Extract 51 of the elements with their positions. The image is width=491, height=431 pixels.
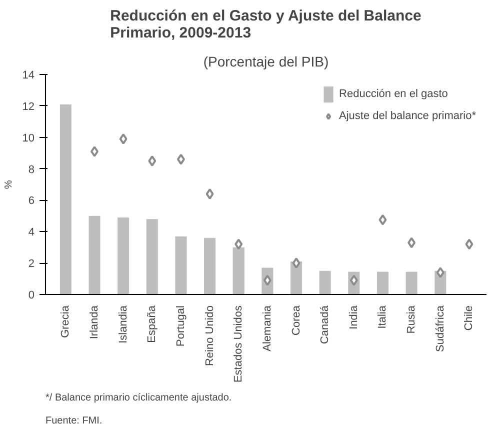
- x-tick-label: India: [348, 304, 360, 330]
- point: [378, 214, 387, 226]
- point: [206, 188, 214, 200]
- x-tick-label: Sudáfrica: [434, 304, 446, 352]
- x-tick-label: Reino Unido: [204, 305, 216, 366]
- bar: [232, 247, 244, 294]
- point: [176, 154, 185, 165]
- bar: [319, 270, 331, 294]
- point: [408, 237, 416, 248]
- x-tick-label: España: [146, 304, 158, 343]
- x-tick-label: Italia: [376, 304, 389, 329]
- x-tick-label: Portugal: [174, 305, 187, 346]
- x-tick-label: Rusia: [406, 304, 418, 334]
- x-tick-label: Alemania: [261, 304, 274, 352]
- y-tick-label: 2: [28, 258, 35, 270]
- y-tick-label: 8: [28, 164, 35, 176]
- x-tick-label: Estados Unidos: [232, 305, 245, 383]
- bar: [406, 272, 418, 294]
- y-tick-label: 0: [28, 290, 35, 302]
- x-tick-label: Canadá: [319, 304, 332, 344]
- bar: [204, 238, 216, 294]
- point: [119, 133, 128, 144]
- y-tick-label: 6: [28, 195, 35, 208]
- y-axis-title: %: [3, 180, 14, 189]
- bar: [60, 104, 72, 294]
- bar: [118, 218, 130, 294]
- x-tick-label: Corea: [290, 304, 302, 336]
- y-tick-label: 14: [22, 70, 35, 82]
- point: [90, 146, 98, 157]
- y-tick-label: 12: [22, 100, 35, 113]
- chart-subtitle: (Porcentaje del PIB): [203, 54, 329, 70]
- point: [292, 258, 300, 269]
- bar: [376, 272, 388, 294]
- bar: [88, 216, 100, 294]
- legend-label: Reducción en el gasto: [339, 88, 448, 100]
- chart-title: Reducción en el Gasto y Ajuste del Balance Primario, 2009-2013: [110, 8, 422, 42]
- bar: [175, 236, 187, 294]
- x-tick-label: Irlanda: [88, 304, 100, 340]
- source-note: Fuente: FMI.: [46, 416, 102, 426]
- y-tick-label: 4: [28, 226, 35, 239]
- point: [465, 238, 474, 250]
- x-tick-label: Islandia: [117, 304, 130, 344]
- bar: [146, 219, 158, 294]
- legend-label: Ajuste del balance primario*: [339, 110, 476, 122]
- text: */ Balance primario cíclicamente ajustado.: [46, 392, 232, 404]
- x-tick-label: Chile: [463, 305, 476, 331]
- point: [436, 267, 444, 278]
- point: [234, 238, 243, 250]
- point: [148, 155, 156, 166]
- x-tick-label: Grecia: [60, 304, 72, 338]
- y-tick-label: 10: [22, 132, 35, 144]
